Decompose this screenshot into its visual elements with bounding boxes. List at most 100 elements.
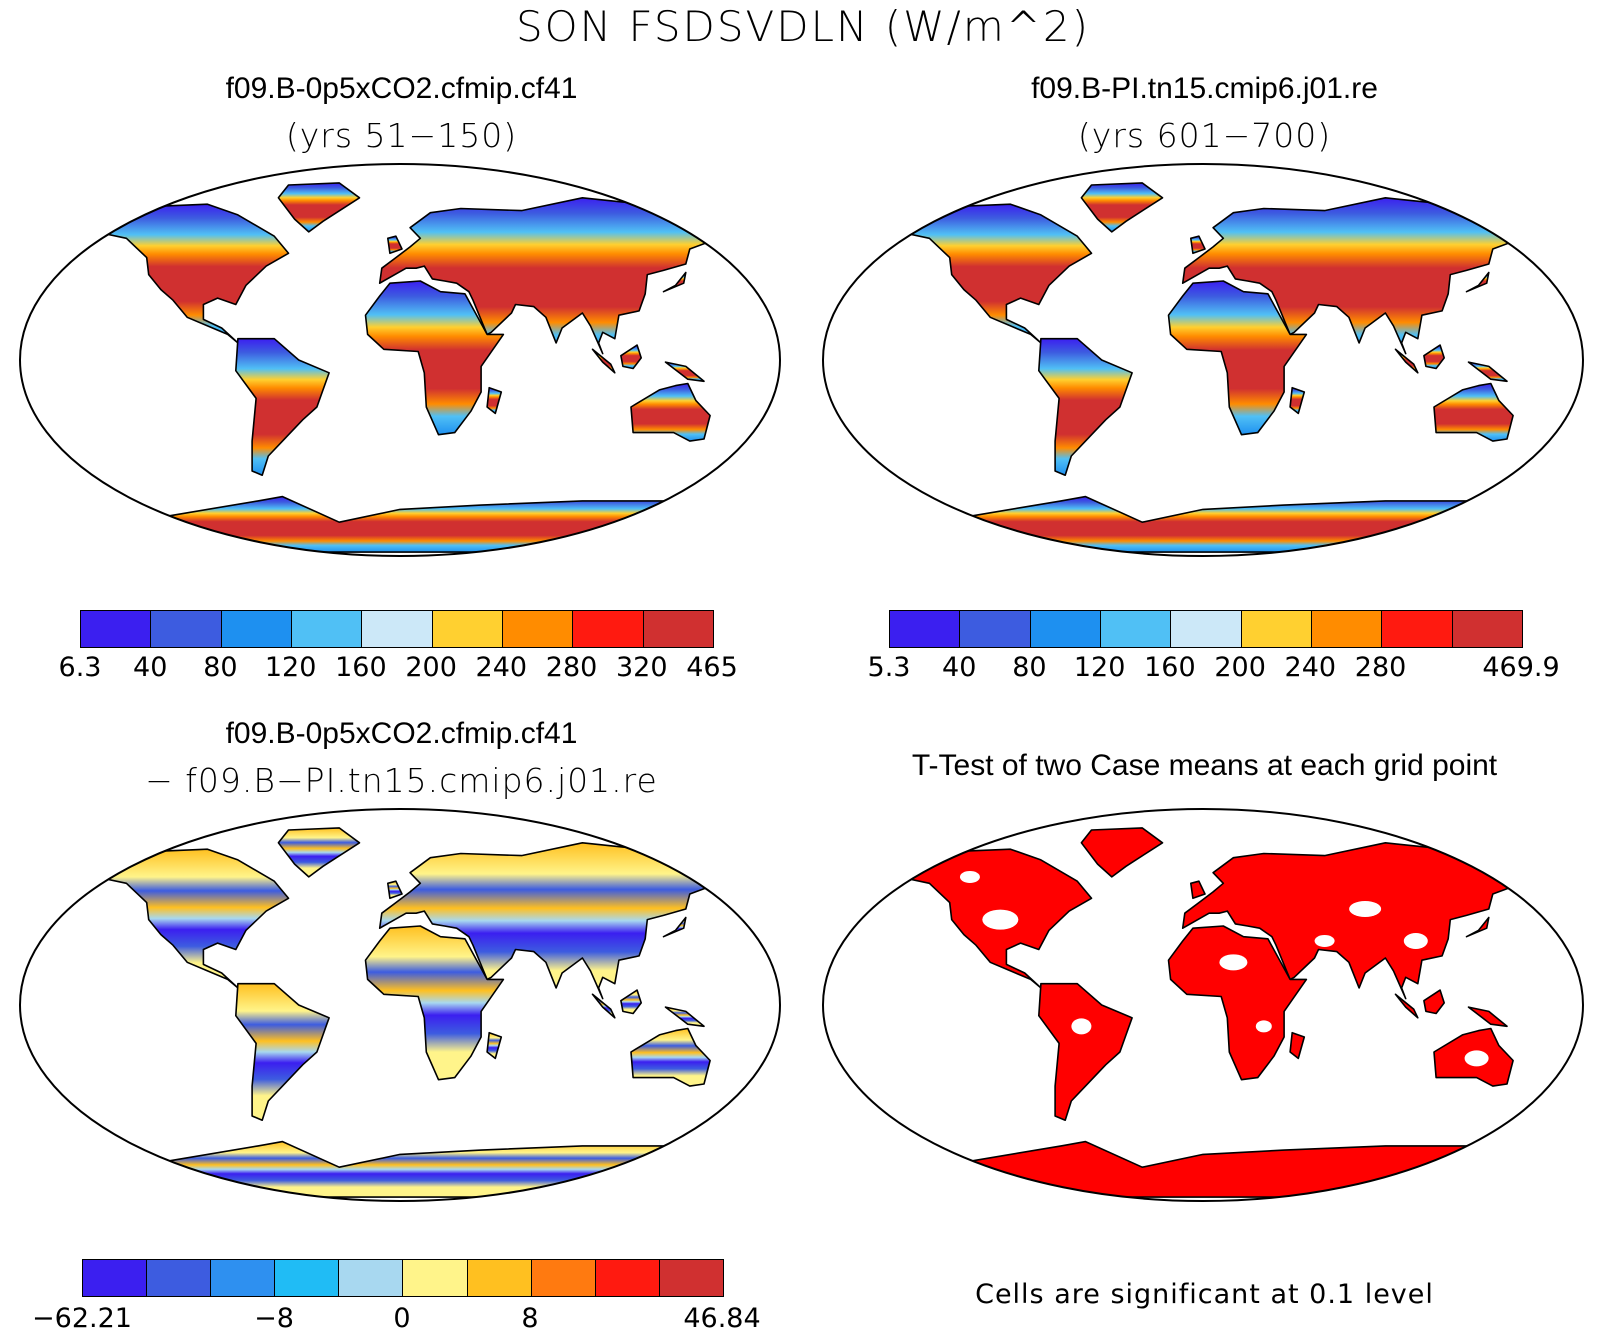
colorbar-box [531, 1260, 596, 1296]
land-newguinea [664, 361, 705, 383]
colorbar-case2-labels: 5.3 40 80 120 160 200 240 280 469.9 [868, 652, 1560, 686]
colorbar-box [643, 611, 713, 647]
land-sumatra [591, 348, 616, 374]
panel-case2-subtitle: (yrs 601−700) [1077, 116, 1332, 155]
colorbar-tick-label: 160 [335, 652, 387, 683]
colorbar-case2 [889, 610, 1523, 648]
land-northAmerica [867, 848, 1093, 989]
land-greenland [1080, 827, 1164, 878]
land-africa [364, 925, 505, 1081]
colorbar-box [960, 611, 1031, 647]
non-significant-patch [1071, 1018, 1092, 1035]
colorbar-tick-label: −62.21 [32, 1303, 132, 1334]
colorbar-tick-label: 240 [1284, 652, 1337, 683]
colorbar-tick-label: 40 [133, 652, 168, 683]
land-nz [1538, 1085, 1565, 1104]
ttest-significance-note: Cells are significant at 0.1 level [975, 1279, 1434, 1310]
land-nz [1538, 440, 1565, 459]
colorbar-tick-label: 465 [686, 652, 738, 683]
land-southAmerica [1038, 982, 1133, 1121]
colorbar-box [81, 611, 152, 647]
land-japan [1465, 916, 1490, 938]
colorbar-box [1311, 611, 1383, 647]
colorbar-box [291, 611, 363, 647]
non-significant-patch [982, 909, 1019, 930]
land-nz [735, 1085, 762, 1104]
colorbar-box [362, 611, 433, 647]
colorbar-box [83, 1260, 148, 1296]
land-uk [387, 880, 403, 900]
colorbar-tick-label: 5.3 [867, 652, 911, 683]
colorbar-tick-label: 280 [1354, 652, 1407, 683]
land-africa [1167, 925, 1308, 1081]
panel-difference: f09.B-0p5xCO2.cfmip.cf41 − f09.B−PI.tn15… [0, 677, 803, 1334]
land-southAmerica [235, 982, 330, 1121]
colorbar-difference [82, 1259, 724, 1297]
colorbar-tick-label: 200 [1214, 652, 1266, 683]
colorbar-tick-label: 80 [1012, 652, 1047, 683]
land-southAmerica [235, 337, 330, 476]
land-madagascar [1289, 386, 1306, 415]
colorbar-tick-label: 6.3 [58, 652, 102, 683]
land-sumatra [591, 993, 616, 1019]
colorbar-case1 [80, 610, 714, 648]
colorbar-box [147, 1260, 212, 1296]
continents [837, 182, 1569, 553]
colorbar-tick-label: 120 [1073, 652, 1126, 683]
non-significant-patch [1314, 934, 1335, 947]
non-significant-patch [1464, 1050, 1489, 1067]
land-northAmerica [64, 848, 290, 989]
land-japan [1465, 271, 1490, 293]
panel-case1-subtitle: (yrs 51−150) [285, 116, 518, 155]
panel-case2-title: f09.B-PI.tn15.cmip6.j01.re [1031, 72, 1378, 105]
colorbar-tick-label: 320 [615, 652, 668, 683]
panel-case1-title: f09.B-0p5xCO2.cfmip.cf41 [225, 72, 578, 105]
land-borneo [620, 989, 642, 1015]
land-africa [364, 280, 505, 436]
colorbar-box [432, 611, 503, 647]
panel-difference-subtitle: − f09.B−PI.tn15.cmip6.j01.re [145, 761, 658, 800]
land-eurasia [378, 842, 766, 1000]
colorbar-box [403, 1260, 468, 1296]
land-newguinea [664, 1006, 705, 1028]
land-borneo [620, 344, 642, 370]
land-eurasia [1181, 842, 1569, 1000]
land-australia [630, 1027, 711, 1087]
colorbar-box [467, 1260, 532, 1296]
colorbar-box [659, 1260, 723, 1296]
colorbar-case1-labels: 6.3 40 80 120 160 200 240 280 320 465 [59, 652, 738, 686]
map-boundary [19, 808, 781, 1202]
panel-case1: f09.B-0p5xCO2.cfmip.cf41 (yrs 51−150) 6.… [0, 0, 803, 683]
land-sumatra [1394, 993, 1419, 1019]
land-madagascar [486, 386, 503, 415]
panel-case2: f09.B-PI.tn15.cmip6.j01.re (yrs 601−700)… [803, 0, 1606, 683]
map-boundary [822, 808, 1584, 1202]
colorbar-box [1100, 611, 1172, 647]
land-greenland [277, 827, 361, 878]
land-japan [662, 271, 687, 293]
non-significant-patch [1219, 954, 1248, 971]
colorbar-tick-label: 240 [475, 652, 528, 683]
colorbar-box [502, 611, 574, 647]
continents [34, 182, 766, 553]
land-greenland [277, 182, 361, 233]
land-eurasia [1181, 197, 1569, 355]
colorbar-tick-label: 469.9 [1482, 652, 1560, 683]
map-boundary [19, 163, 781, 557]
land-northAmerica [867, 203, 1093, 344]
colorbar-box [1171, 611, 1242, 647]
figure-title: SON FSDSVDLN (W/m^2) [515, 2, 1091, 51]
colorbar-tick-label: 280 [545, 652, 598, 683]
panel-ttest: T-Test of two Case means at each grid po… [803, 677, 1606, 1327]
land-newguinea [1467, 1006, 1508, 1028]
land-greenland [1080, 182, 1164, 233]
colorbar-box [595, 1260, 660, 1296]
land-borneo [1423, 344, 1445, 370]
map-boundary [822, 163, 1584, 557]
panel-ttest-title: T-Test of two Case means at each grid po… [911, 749, 1498, 782]
continents [837, 827, 1569, 1198]
land-sumatra [1394, 348, 1419, 374]
map-case1 [19, 163, 781, 557]
land-uk [1190, 235, 1206, 255]
colorbar-box [151, 611, 222, 647]
